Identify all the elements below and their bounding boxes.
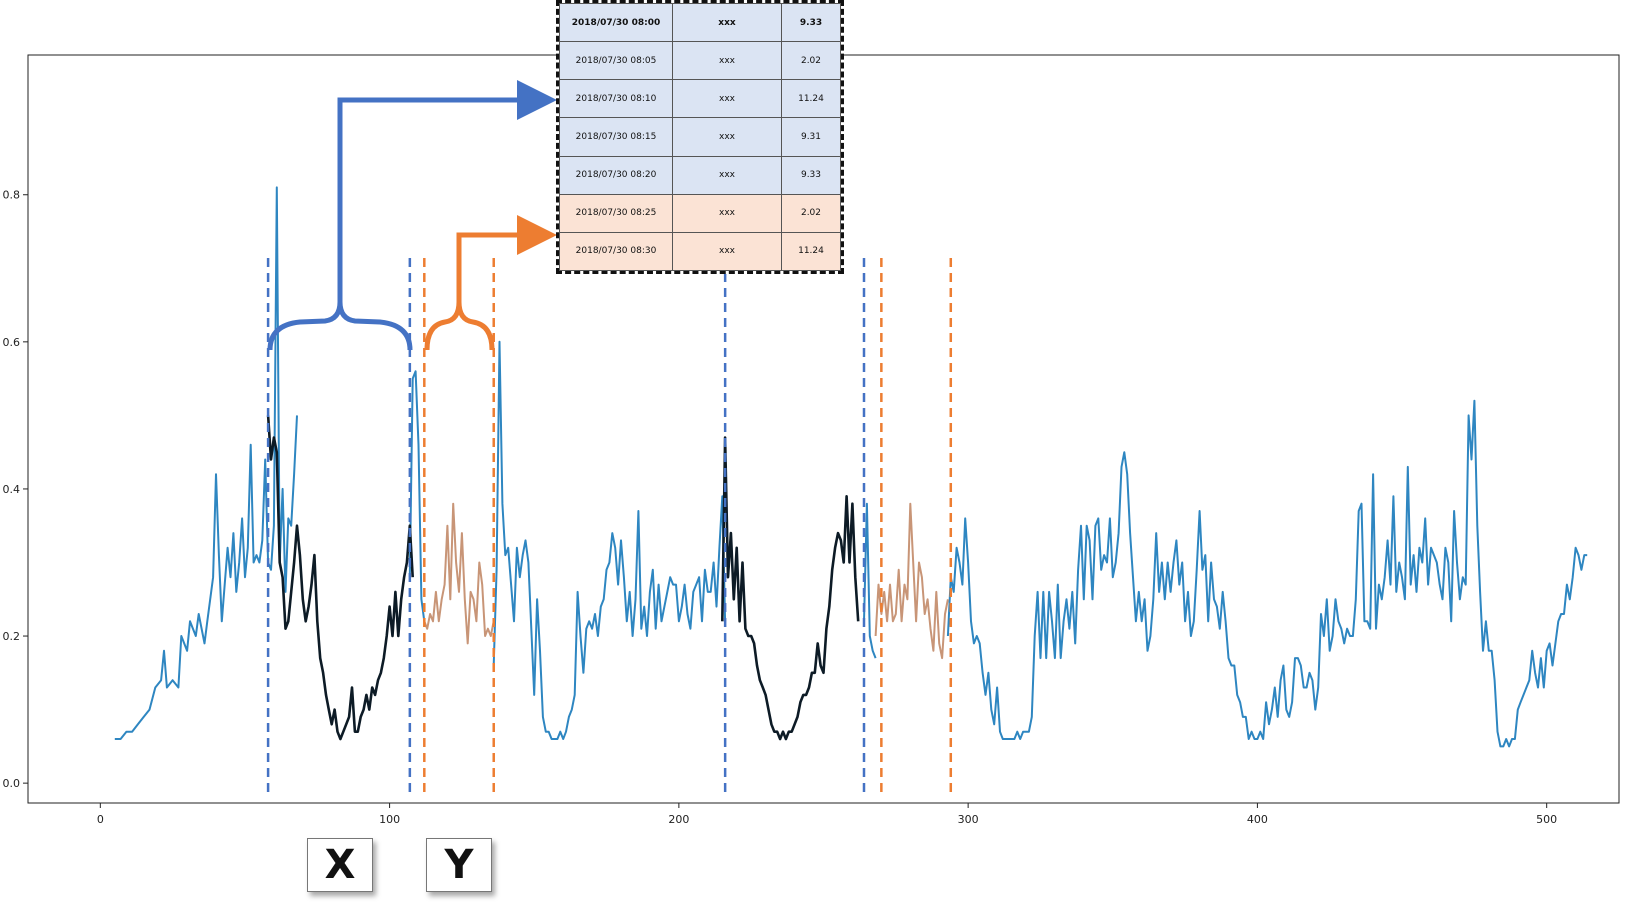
y-tick-label: 0.8 [3, 189, 21, 202]
time-cell: 2018/07/30 08:30 [559, 231, 673, 272]
x-tick-label: 500 [1536, 813, 1557, 826]
table-row: 2018/07/30 08:20 xxx 9.33 [559, 155, 841, 195]
time-cell: 2018/07/30 08:25 [559, 193, 673, 233]
series-line-0 [114, 186, 298, 740]
time-series-table: 2018/07/30 08:00 xxx 9.33 2018/07/30 08:05 x… [556, 0, 844, 274]
value-cell: 9.33 [781, 2, 841, 43]
table-row: 2018/07/30 08:10 xxx 11.24 [559, 79, 841, 119]
y-window-label: Y [426, 838, 492, 892]
x-tick-label: 200 [668, 813, 689, 826]
table-row: 2018/07/30 08:15 xxx 9.31 [559, 117, 841, 157]
id-cell: xxx [672, 79, 782, 119]
y-label-text: Y [444, 842, 474, 888]
x-window-label: X [307, 838, 373, 892]
series-line-3 [863, 502, 877, 659]
table-row: 2018/07/30 08:05 xxx 2.02 [559, 41, 841, 81]
series-line-5 [266, 415, 414, 741]
x-tick-label: 100 [379, 813, 400, 826]
id-cell: xxx [672, 193, 782, 233]
id-cell: xxx [672, 2, 782, 43]
x-label-text: X [324, 842, 356, 888]
time-cell: 2018/07/30 08:05 [559, 41, 673, 81]
series-layer [114, 186, 1588, 748]
value-cell: 2.02 [781, 193, 841, 233]
series-line-2 [492, 340, 727, 740]
y-tick-label: 0.0 [3, 777, 21, 790]
time-cell: 2018/07/30 08:00 [559, 2, 673, 43]
y-tick-label: 0.4 [3, 483, 21, 496]
time-cell: 2018/07/30 08:20 [559, 155, 673, 195]
time-cell: 2018/07/30 08:10 [559, 79, 673, 119]
value-cell: 2.02 [781, 41, 841, 81]
value-cell: 9.33 [781, 155, 841, 195]
id-cell: xxx [672, 155, 782, 195]
value-cell: 9.31 [781, 117, 841, 157]
time-cell: 2018/07/30 08:15 [559, 117, 673, 157]
value-cell: 11.24 [781, 231, 841, 272]
x-tick-label: 400 [1247, 813, 1268, 826]
table-row: 2018/07/30 08:25 xxx 2.02 [559, 193, 841, 233]
series-line-8 [874, 502, 949, 660]
y-tick-label: 0.6 [3, 336, 21, 349]
id-cell: xxx [672, 41, 782, 81]
x-tick-label: 300 [958, 813, 979, 826]
series-line-4 [946, 399, 1588, 748]
y-tick-label: 0.2 [3, 630, 21, 643]
series-line-6 [721, 436, 860, 741]
tick-layer: 0 100 200 300 400 500 0.0 0.2 0.4 0.6 0.8 [3, 189, 1558, 826]
series-line-1 [408, 370, 426, 622]
x-window-brace [267, 301, 413, 351]
x-window-arrow [337, 80, 557, 302]
value-cell: 11.24 [781, 79, 841, 119]
y-window-arrow [456, 215, 557, 302]
table-row: 2018/07/30 08:00 xxx 9.33 [559, 2, 841, 43]
series-line-7 [423, 502, 495, 645]
table-row: 2018/07/30 08:30 xxx 11.24 [559, 231, 841, 272]
y-window-brace [424, 301, 495, 351]
x-tick-label: 0 [97, 813, 104, 826]
id-cell: xxx [672, 117, 782, 157]
id-cell: xxx [672, 231, 782, 272]
